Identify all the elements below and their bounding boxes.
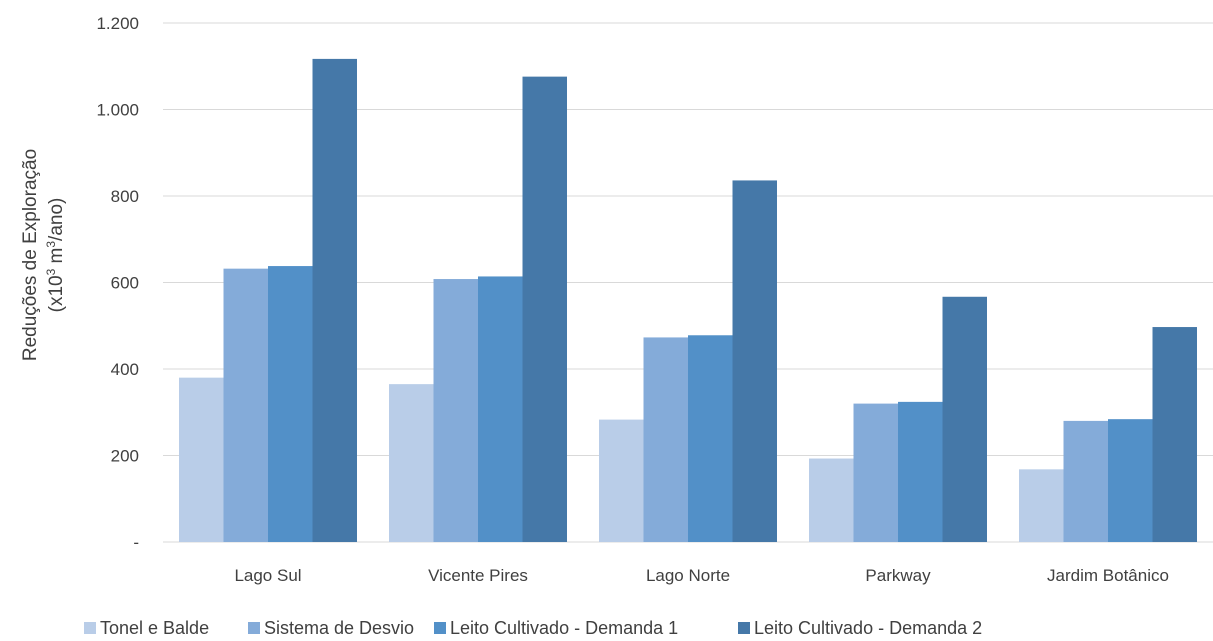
bar: [942, 296, 987, 542]
y-axis-title-sup-b: 3: [44, 241, 58, 248]
legend: Tonel e Balde Sistema de Desvio Leito Cult…: [84, 618, 982, 638]
x-tick-label: Parkway: [865, 566, 931, 585]
y-tick-label: 1.000: [96, 101, 139, 120]
bar: [268, 266, 313, 542]
x-axis-ticks: Lago Sul Vicente Pires Lago Norte Parkway Ja…: [234, 566, 1169, 585]
bar: [1019, 469, 1064, 542]
y-axis-title-unit-c: /ano): [46, 198, 67, 241]
bar: [433, 279, 478, 542]
y-axis-title: Reduções de Exploração (x103 m3/ano): [20, 149, 67, 361]
bar: [1152, 327, 1197, 542]
bar: [732, 180, 777, 542]
y-tick-label: 1.200: [96, 14, 139, 33]
bar: [179, 377, 224, 542]
legend-label: Sistema de Desvio: [264, 618, 414, 638]
bar: [478, 276, 523, 542]
y-tick-label: 200: [111, 447, 139, 466]
bar: [223, 268, 268, 542]
y-axis-title-line2: (x103 m3/ano): [44, 198, 67, 313]
legend-label: Tonel e Balde: [100, 618, 209, 638]
legend-label: Leito Cultivado - Demanda 1: [450, 618, 678, 638]
bars: [179, 58, 1197, 543]
bar: [643, 337, 688, 542]
y-tick-label: 600: [111, 274, 139, 293]
bar: [599, 419, 644, 542]
x-tick-label: Lago Norte: [646, 566, 730, 585]
y-tick-label: 800: [111, 187, 139, 206]
legend-swatch: [84, 622, 96, 634]
bar: [522, 76, 567, 542]
bar: [898, 401, 943, 542]
y-axis-ticks: - 200 400 600 800 1.000 1.200: [96, 14, 139, 552]
y-axis-title-unit-b: m: [46, 248, 67, 269]
x-tick-label: Vicente Pires: [428, 566, 528, 585]
legend-label: Leito Cultivado - Demanda 2: [754, 618, 982, 638]
x-tick-label: Lago Sul: [234, 566, 301, 585]
bar: [389, 384, 434, 542]
y-axis-title-unit-a: (x10: [46, 275, 67, 312]
bar: [688, 335, 733, 542]
legend-swatch: [434, 622, 446, 634]
y-tick-label: 400: [111, 360, 139, 379]
y-tick-label: -: [133, 533, 139, 552]
x-tick-label: Jardim Botânico: [1047, 566, 1169, 585]
legend-swatch: [248, 622, 260, 634]
y-axis-title-sup-a: 3: [44, 268, 58, 275]
y-axis-title-line1: Reduções de Exploração: [20, 149, 41, 361]
bar: [1108, 419, 1153, 542]
bar: [809, 458, 854, 542]
bar: [312, 58, 357, 543]
legend-swatch: [738, 622, 750, 634]
bar: [1063, 420, 1108, 542]
bar: [853, 403, 898, 542]
